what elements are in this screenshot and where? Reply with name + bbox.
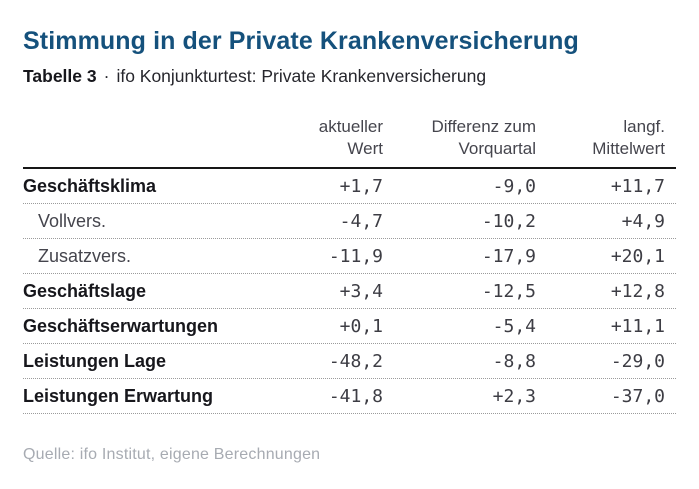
row-label: Leistungen Lage [23, 350, 167, 371]
cell-value: -37,0 [610, 385, 665, 407]
row-label: Zusatzvers. [38, 245, 132, 266]
header-line: Mittelwert [592, 139, 665, 158]
table-row-geschaeftserwartungen: Geschäftserwartungen +0,1 -5,4 +11,1 [23, 309, 676, 344]
table-row-geschaeftsklima: Geschäftsklima +1,7 -9,0 +11,7 [23, 169, 676, 204]
cell-value: -11,9 [328, 245, 383, 267]
row-label: Leistungen Erwartung [23, 385, 214, 406]
cell-value: +20,1 [610, 245, 665, 267]
data-table: aktueller Wert Differenz zum Vorquartal … [23, 116, 676, 414]
cell-value: +4,9 [621, 210, 665, 232]
row-label: Vollvers. [38, 210, 107, 231]
table-header-row: aktueller Wert Differenz zum Vorquartal … [23, 116, 676, 169]
table-row-leistungen-erwartung: Leistungen Erwartung -41,8 +2,3 -37,0 [23, 379, 676, 414]
header-line: Vorquartal [458, 139, 537, 158]
source-line: Quelle: ifo Institut, eigene Berechnunge… [23, 446, 321, 463]
row-label: Geschäftserwartungen [23, 315, 219, 336]
cell-value: +11,7 [610, 175, 665, 197]
cell-value: -17,9 [481, 245, 536, 267]
column-header-differenz-vorquartal: Differenz zum Vorquartal [383, 116, 536, 160]
table-row-zusatzvers: Zusatzvers. -11,9 -17,9 +20,1 [23, 239, 676, 274]
page-title: Stimmung in der Private Krankenversicher… [23, 27, 579, 55]
table-row-vollvers: Vollvers. -4,7 -10,2 +4,9 [23, 204, 676, 239]
cell-value: -29,0 [610, 350, 665, 372]
table-row-leistungen-lage: Leistungen Lage -48,2 -8,8 -29,0 [23, 344, 676, 379]
table-row-geschaeftslage: Geschäftslage +3,4 -12,5 +12,8 [23, 274, 676, 309]
cell-value: +3,4 [339, 280, 383, 302]
cell-value: +1,7 [339, 175, 383, 197]
header-line: aktueller [318, 117, 383, 136]
header-line: Wert [347, 139, 383, 158]
cell-value: -10,2 [481, 210, 536, 232]
caption-text: ifo Konjunkturtest: Private Krankenversi… [116, 66, 487, 86]
cell-value: +11,1 [610, 315, 665, 337]
cell-value: -4,7 [339, 210, 383, 232]
cell-value: +2,3 [492, 385, 536, 407]
cell-value: -9,0 [492, 175, 536, 197]
table-caption: Tabelle 3 · ifo Konjunkturtest: Private Kr… [23, 66, 676, 87]
cell-value: -41,8 [328, 385, 383, 407]
row-label: Geschäftslage [23, 280, 147, 301]
table-number-label: Tabelle 3 [23, 66, 97, 86]
header-line: Differenz zum [431, 117, 536, 136]
header-line: langf. [623, 117, 665, 136]
row-label: Geschäftsklima [23, 175, 157, 196]
cell-value: +12,8 [610, 280, 665, 302]
cell-value: -12,5 [481, 280, 536, 302]
cell-value: -5,4 [492, 315, 536, 337]
cell-value: -8,8 [492, 350, 536, 372]
caption-separator: · [103, 66, 110, 86]
column-header-aktueller-wert: aktueller Wert [265, 116, 383, 160]
column-header-langf-mittelwert: langf. Mittelwert [536, 116, 676, 160]
cell-value: -48,2 [328, 350, 383, 372]
cell-value: +0,1 [339, 315, 383, 337]
